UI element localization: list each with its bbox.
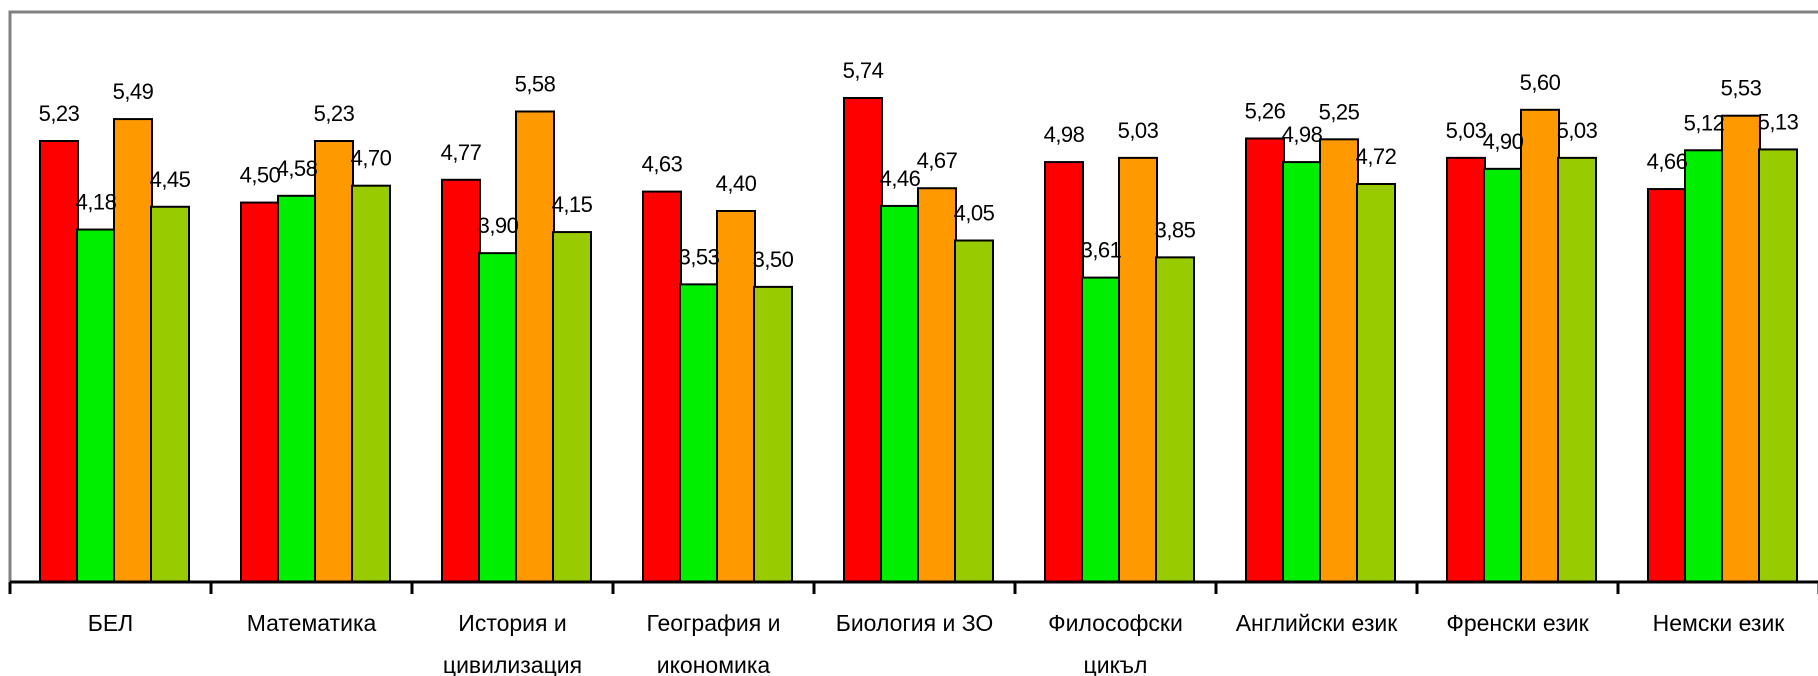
- bar-8-3: [1758, 148, 1798, 583]
- category-label-3-1: икономика: [657, 652, 771, 676]
- bar-6-1: [1282, 161, 1322, 583]
- bar-0-0: [39, 140, 79, 583]
- bar-2-0: [441, 178, 481, 583]
- category-label-3-0: География и: [647, 610, 781, 636]
- value-label-2-0: 4,77: [441, 140, 482, 165]
- bar-4-3: [954, 239, 994, 583]
- bar-5-0: [1044, 161, 1084, 583]
- value-labels-layer: 5,23 4,18 5,49 4,45 4,504,58 5,23 4,70 4,77 3,90…: [39, 58, 1800, 272]
- bar-2-1: [478, 252, 518, 584]
- value-label-3-3: 3,50: [753, 247, 794, 272]
- bar-7-2: [1520, 108, 1560, 584]
- bar-1-2: [314, 140, 354, 583]
- value-label-3-2: 4,40: [716, 171, 757, 196]
- value-label-2-2: 5,58: [515, 71, 556, 96]
- bar-3-3: [753, 285, 793, 583]
- bar-6-3: [1356, 183, 1396, 584]
- value-label-4-3: 4,05: [954, 201, 995, 226]
- bar-5-1: [1081, 276, 1121, 583]
- bar-7-0: [1446, 156, 1486, 584]
- bar-8-2: [1721, 114, 1761, 584]
- value-label-6-1: 4,98: [1282, 122, 1323, 147]
- value-label-6-3: 4,72: [1356, 144, 1397, 169]
- value-label-2-3: 4,15: [552, 192, 593, 217]
- value-label-0-1: 4,18: [76, 190, 117, 215]
- bar-0-2: [113, 118, 153, 583]
- bar-8-0: [1647, 188, 1687, 584]
- category-label-4-0: Биология и ЗО: [836, 610, 994, 636]
- bar-3-2: [716, 209, 756, 584]
- value-label-4-0: 5,74: [843, 58, 884, 83]
- value-label-0-3: 4,45: [150, 167, 191, 192]
- bar-2-2: [515, 110, 555, 583]
- category-label-8-0: Немски език: [1653, 610, 1786, 636]
- value-label-8-2: 5,53: [1721, 76, 1762, 101]
- value-label-4-2: 4,67: [917, 148, 958, 173]
- bar-0-3: [150, 205, 190, 583]
- category-label-5-0: Философски: [1048, 610, 1183, 636]
- bar-4-0: [843, 97, 883, 583]
- value-label-8-1: 5,12: [1684, 110, 1725, 135]
- bars-layer: [39, 97, 1798, 584]
- value-label-8-0: 4,66: [1647, 149, 1688, 174]
- value-label-8-3: 5,13: [1758, 109, 1799, 134]
- bar-1-3: [351, 184, 391, 583]
- value-label-1-3: 4,70: [351, 146, 392, 171]
- bar-2-3: [552, 231, 592, 584]
- value-label-3-0: 4,63: [642, 152, 683, 177]
- value-label-7-0: 5,03: [1446, 118, 1487, 143]
- value-label-5-1: 3,61: [1081, 238, 1122, 263]
- category-label-7-0: Френски език: [1446, 610, 1589, 636]
- bar-4-2: [917, 187, 957, 583]
- value-label-1-1: 4,58: [277, 156, 318, 181]
- value-label-3-1: 3,53: [679, 244, 720, 269]
- value-label-2-1: 3,90: [478, 213, 519, 238]
- value-label-4-1: 4,46: [880, 166, 921, 191]
- bar-4-1: [880, 204, 920, 583]
- value-label-7-1: 4,90: [1483, 129, 1524, 154]
- value-label-0-2: 5,49: [113, 79, 154, 104]
- value-label-6-2: 5,25: [1319, 99, 1360, 124]
- bar-7-1: [1483, 167, 1523, 584]
- bar-0-1: [76, 228, 116, 583]
- bar-1-1: [277, 194, 317, 583]
- bar-6-2: [1319, 138, 1359, 583]
- category-label-0-0: БЕЛ: [88, 610, 134, 636]
- bar-7-3: [1557, 156, 1597, 584]
- bar-1-0: [240, 201, 280, 583]
- value-label-0-0: 5,23: [39, 101, 80, 126]
- bar-3-0: [642, 190, 682, 583]
- value-label-7-2: 5,60: [1520, 70, 1561, 95]
- x-axis: БЕЛ Математика История и цивилизация Географ…: [8, 580, 1818, 676]
- category-label-6-0: Английски език: [1236, 610, 1399, 636]
- bar-5-2: [1118, 156, 1158, 584]
- category-label-1-0: Математика: [247, 610, 377, 636]
- bar-3-1: [679, 283, 719, 583]
- bar-5-3: [1155, 256, 1195, 583]
- value-label-5-2: 5,03: [1118, 118, 1159, 143]
- category-label-2-0: История и: [458, 610, 566, 636]
- bar-6-0: [1245, 137, 1285, 583]
- value-label-5-3: 3,85: [1155, 217, 1196, 242]
- value-label-1-0: 4,50: [240, 163, 281, 188]
- category-label-5-1: цикъл: [1084, 652, 1148, 676]
- value-label-7-3: 5,03: [1557, 118, 1598, 143]
- category-label-2-1: цивилизация: [443, 652, 582, 676]
- value-label-1-2: 5,23: [314, 101, 355, 126]
- value-label-6-0: 5,26: [1245, 98, 1286, 123]
- value-label-5-0: 4,98: [1044, 122, 1085, 147]
- bar-8-1: [1684, 149, 1724, 583]
